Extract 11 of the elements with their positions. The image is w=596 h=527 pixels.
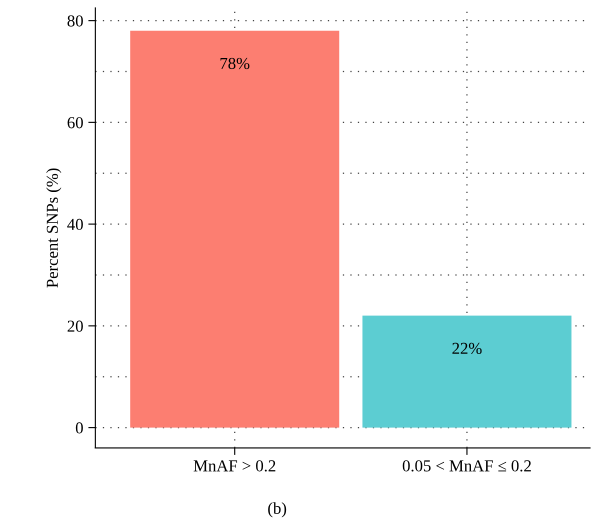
text: (b) — [268, 502, 286, 518]
data-label: 22% — [452, 342, 482, 354]
y-tick-label: 0 — [76, 422, 83, 434]
y-tick-label: 80 — [68, 15, 83, 27]
x-tick-label: MnAF > 0.2 — [194, 460, 276, 472]
x-tick-label: 0.05 < MnAF ≤ 0.2 — [402, 460, 531, 472]
y-tick-label: 60 — [68, 117, 83, 128]
data-label: 78% — [220, 58, 250, 70]
y-axis-title: Percent SNPs (%) — [46, 168, 62, 288]
y-tick-label: 20 — [68, 320, 83, 332]
y-tick-label: 40 — [67, 218, 83, 230]
